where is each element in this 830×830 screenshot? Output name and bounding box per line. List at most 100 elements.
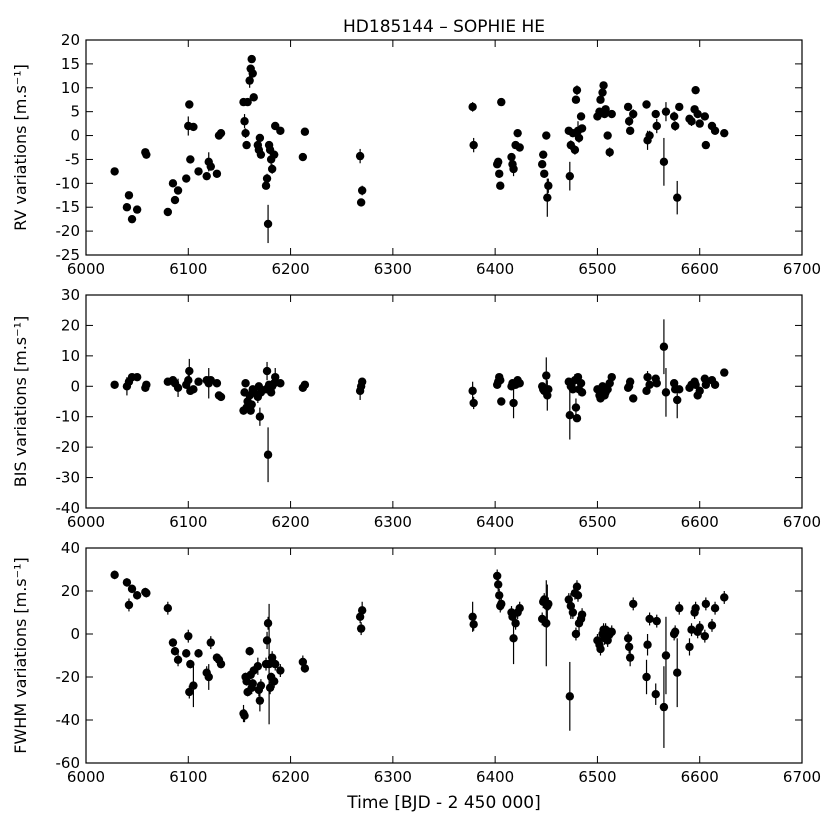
bis-data-point <box>544 385 553 394</box>
rv-point-marker <box>194 167 203 176</box>
bis-data-point <box>695 386 704 396</box>
rv-point-marker <box>122 203 132 212</box>
rv-point-marker <box>651 109 660 119</box>
rv-x-tick-label: 6700 <box>783 260 821 278</box>
rv-point-marker <box>240 117 249 126</box>
fwhm-data-point <box>184 629 193 643</box>
fwhm-point-marker <box>253 662 263 671</box>
rv-point-marker <box>572 85 582 95</box>
bis-data-point <box>262 361 272 381</box>
fwhm-point-marker <box>173 655 183 664</box>
rv-data-point <box>255 133 265 143</box>
rv-point-marker <box>242 140 251 150</box>
rv-point-marker <box>298 152 308 162</box>
rv-data-point <box>168 179 178 188</box>
fwhm-x-tick-label: 6400 <box>476 768 514 786</box>
fwhm-point-marker <box>245 647 254 656</box>
fwhm-data-point <box>253 657 263 675</box>
fwhm-data-point <box>625 649 635 667</box>
fwhm-point-marker <box>270 677 279 686</box>
rv-point-marker <box>513 128 522 138</box>
fwhm-data-point <box>629 597 638 611</box>
rv-y-tick-label: -10 <box>56 174 81 192</box>
rv-point-marker <box>720 128 729 138</box>
fwhm-point-marker <box>168 638 178 647</box>
rv-data-point <box>122 203 132 212</box>
bis-data-point <box>212 379 222 388</box>
rv-data-point <box>469 137 478 153</box>
rv-point-marker <box>670 121 680 131</box>
rv-point-marker <box>189 122 198 132</box>
fwhm-data-point <box>565 661 575 731</box>
fwhm-point-marker <box>659 702 669 712</box>
rv-data-point <box>186 155 195 164</box>
fwhm-data-point <box>245 646 254 656</box>
rv-data-point <box>598 88 607 97</box>
rv-data-point <box>182 174 191 183</box>
rv-data-point <box>261 181 271 190</box>
bis-point-marker <box>645 380 654 389</box>
fwhm-point-marker <box>625 653 635 662</box>
rv-point-marker <box>163 207 173 217</box>
bis-point-marker <box>675 385 684 394</box>
rv-point-marker <box>675 102 684 112</box>
rv-x-tick-label: 6500 <box>578 260 616 278</box>
rv-data-point <box>652 118 661 134</box>
rv-point-marker <box>701 140 711 150</box>
rv-data-point <box>267 164 277 174</box>
fwhm-y-tick-label: -40 <box>56 711 81 729</box>
fwhm-data-point <box>163 601 173 615</box>
rv-data-point <box>701 140 711 150</box>
rv-data-point <box>540 169 549 178</box>
rv-data-point <box>163 207 173 217</box>
rv-point-marker <box>248 69 257 78</box>
rv-data-point <box>576 112 586 121</box>
fwhm-x-tick-label: 6700 <box>783 768 821 786</box>
fwhm-point-marker <box>263 619 273 628</box>
fwhm-data-point <box>186 659 195 669</box>
fwhm-point-marker <box>573 591 583 600</box>
fwhm-point-marker <box>194 649 203 658</box>
fwhm-data-point <box>685 638 694 656</box>
rv-x-tick-label: 6600 <box>681 260 719 278</box>
fwhm-data-point <box>596 642 605 656</box>
rv-point-marker <box>625 126 635 135</box>
bis-data-point <box>701 380 711 389</box>
fwhm-point-marker <box>707 621 717 630</box>
rv-point-marker <box>537 160 547 169</box>
bis-point-marker <box>542 371 551 380</box>
fwhm-data-point <box>132 591 142 600</box>
rv-x-tick-label: 6200 <box>271 260 309 278</box>
fwhm-point-marker <box>515 604 524 613</box>
fwhm-point-marker <box>255 696 265 705</box>
rv-point-marker <box>542 131 551 140</box>
bis-data-point <box>216 392 226 402</box>
rv-x-tick-label: 6000 <box>67 260 105 278</box>
bis-y-tick-label: 20 <box>61 316 80 334</box>
fwhm-data-point <box>494 578 503 591</box>
rv-y-tick-label: 10 <box>61 79 80 97</box>
fwhm-point-marker <box>673 668 682 677</box>
fwhm-point-marker <box>271 659 280 669</box>
bis-point-marker <box>185 366 194 376</box>
fwhm-point-marker <box>700 631 710 641</box>
rv-data-point <box>248 69 257 78</box>
rv-point-marker <box>661 107 671 116</box>
fwhm-data-point <box>142 588 151 598</box>
rv-point-marker <box>132 205 142 214</box>
bis-point-marker <box>710 380 720 389</box>
rv-data-point <box>242 140 251 150</box>
rv-data-point <box>142 150 151 159</box>
bis-point-marker <box>720 368 729 377</box>
fwhm-point-marker <box>206 638 215 647</box>
bis-point-marker <box>661 388 671 397</box>
figure-title: HD185144 – SOPHIE HE <box>343 17 545 37</box>
rv-point-marker <box>212 169 222 178</box>
rv-data-point <box>513 128 522 138</box>
fwhm-data-point <box>652 614 661 628</box>
rv-data-point <box>574 133 584 143</box>
bis-data-point <box>241 379 250 388</box>
fwhm-point-marker <box>124 600 134 610</box>
fwhm-data-point <box>189 664 198 708</box>
bis-data-point <box>691 380 700 389</box>
